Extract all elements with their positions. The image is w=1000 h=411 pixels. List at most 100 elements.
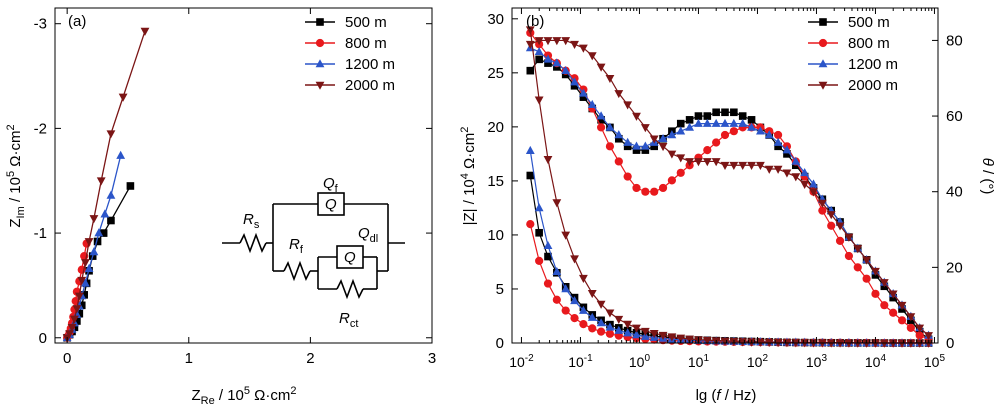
circuit-labels: Q Q Rs Qf Qdl Rf Rct bbox=[243, 175, 378, 330]
data-point bbox=[596, 318, 606, 327]
data-point bbox=[703, 146, 712, 155]
data-point bbox=[570, 255, 579, 264]
x-tick-label: 102 bbox=[747, 353, 769, 370]
data-point bbox=[578, 274, 588, 283]
data-point bbox=[782, 145, 792, 154]
circuit-label-rs: Rs bbox=[243, 211, 260, 231]
data-point bbox=[623, 142, 632, 151]
data-point bbox=[774, 130, 783, 140]
data-point bbox=[721, 108, 729, 117]
data-point bbox=[65, 330, 74, 339]
data-point bbox=[676, 168, 685, 177]
panel-b-x-label: lg (f / Hz) bbox=[696, 387, 757, 404]
data-point bbox=[783, 150, 791, 158]
data-point bbox=[561, 306, 570, 315]
data-point bbox=[809, 188, 818, 197]
phase-curve bbox=[525, 37, 933, 341]
data-point bbox=[818, 206, 827, 215]
data-point bbox=[526, 220, 535, 229]
legend-item: 800 m bbox=[808, 35, 890, 52]
data-point bbox=[614, 315, 624, 325]
data-point bbox=[561, 65, 571, 74]
data-point bbox=[596, 300, 606, 309]
data-point bbox=[879, 279, 889, 288]
data-point bbox=[889, 308, 898, 317]
data-point bbox=[791, 156, 801, 165]
data-point bbox=[720, 118, 730, 127]
legend-label: 500 m bbox=[848, 14, 890, 31]
y2-tick-label: 40 bbox=[946, 184, 963, 201]
data-point bbox=[702, 336, 712, 345]
data-point bbox=[649, 135, 659, 144]
data-point bbox=[694, 118, 703, 127]
data-point bbox=[605, 122, 615, 131]
legend-marker bbox=[819, 18, 827, 26]
legend-item: 1200 m bbox=[305, 56, 395, 73]
data-point bbox=[526, 66, 535, 75]
data-point bbox=[711, 158, 721, 167]
legend-item: 500 m bbox=[808, 14, 890, 31]
data-point bbox=[650, 187, 659, 196]
x-tick-label: 101 bbox=[688, 353, 710, 370]
data-point bbox=[623, 137, 633, 146]
legend-item: 1200 m bbox=[808, 56, 898, 73]
data-point bbox=[526, 171, 535, 180]
data-point bbox=[888, 339, 898, 348]
data-point bbox=[774, 142, 782, 151]
circuit-label-qdl: Qdl bbox=[358, 225, 378, 245]
y-tick-label: -1 bbox=[34, 225, 47, 242]
data-point bbox=[596, 123, 606, 132]
data-point bbox=[862, 256, 872, 265]
impedance-curve bbox=[525, 145, 933, 347]
data-point bbox=[800, 180, 810, 189]
data-point bbox=[658, 183, 668, 193]
data-point bbox=[525, 40, 535, 49]
data-point bbox=[906, 323, 915, 332]
legend-marker bbox=[315, 38, 325, 48]
panel-b-frame bbox=[511, 7, 939, 344]
y2-tick-label: 0 bbox=[946, 335, 954, 352]
data-point bbox=[844, 233, 854, 242]
data-point bbox=[543, 240, 553, 250]
data-point bbox=[561, 37, 571, 46]
data-point bbox=[534, 96, 544, 105]
data-point bbox=[640, 141, 650, 150]
data-point bbox=[649, 329, 659, 339]
x-tick-label: 3 bbox=[428, 350, 436, 367]
panel-a: 0 1 2 3 0 -1 -2 -3 (a) ZRe / 105 Ω·cm2 ZIm / 1… bbox=[5, 7, 436, 407]
data-point bbox=[756, 126, 765, 135]
data-point bbox=[77, 276, 87, 285]
x-tick-label: 0 bbox=[63, 350, 71, 367]
data-point bbox=[685, 116, 694, 124]
data-point bbox=[614, 130, 624, 139]
data-point bbox=[871, 267, 880, 276]
data-point bbox=[535, 55, 543, 64]
data-point bbox=[578, 44, 588, 53]
x-tick-label: 105 bbox=[924, 353, 946, 370]
data-point bbox=[809, 179, 818, 188]
x-tick-label: 104 bbox=[865, 353, 887, 370]
legend-item: 800 m bbox=[305, 35, 387, 52]
data-point bbox=[597, 116, 605, 124]
legend-marker bbox=[818, 38, 828, 48]
data-point bbox=[800, 167, 810, 177]
panel-a-x-label: ZRe / 105 Ω·cm2 bbox=[191, 385, 296, 407]
data-point bbox=[525, 26, 535, 35]
panel-b: 10-2 10-1 100 101 102 103 104 105 051015202530 … bbox=[459, 7, 996, 404]
data-point bbox=[667, 130, 677, 139]
panel-a-series bbox=[62, 27, 150, 343]
data-point bbox=[614, 134, 623, 143]
data-point bbox=[924, 339, 933, 348]
y2-tick-label: 60 bbox=[946, 108, 963, 125]
data-point bbox=[853, 263, 862, 272]
data-point bbox=[570, 296, 579, 305]
impedance-curve bbox=[526, 171, 933, 347]
data-point bbox=[578, 88, 588, 97]
data-point bbox=[605, 309, 615, 318]
data-point bbox=[641, 146, 650, 154]
data-point bbox=[871, 289, 880, 298]
panel-b-tag: (b) bbox=[526, 13, 544, 30]
data-point bbox=[74, 292, 84, 301]
panel-a-tag: (a) bbox=[68, 13, 86, 30]
